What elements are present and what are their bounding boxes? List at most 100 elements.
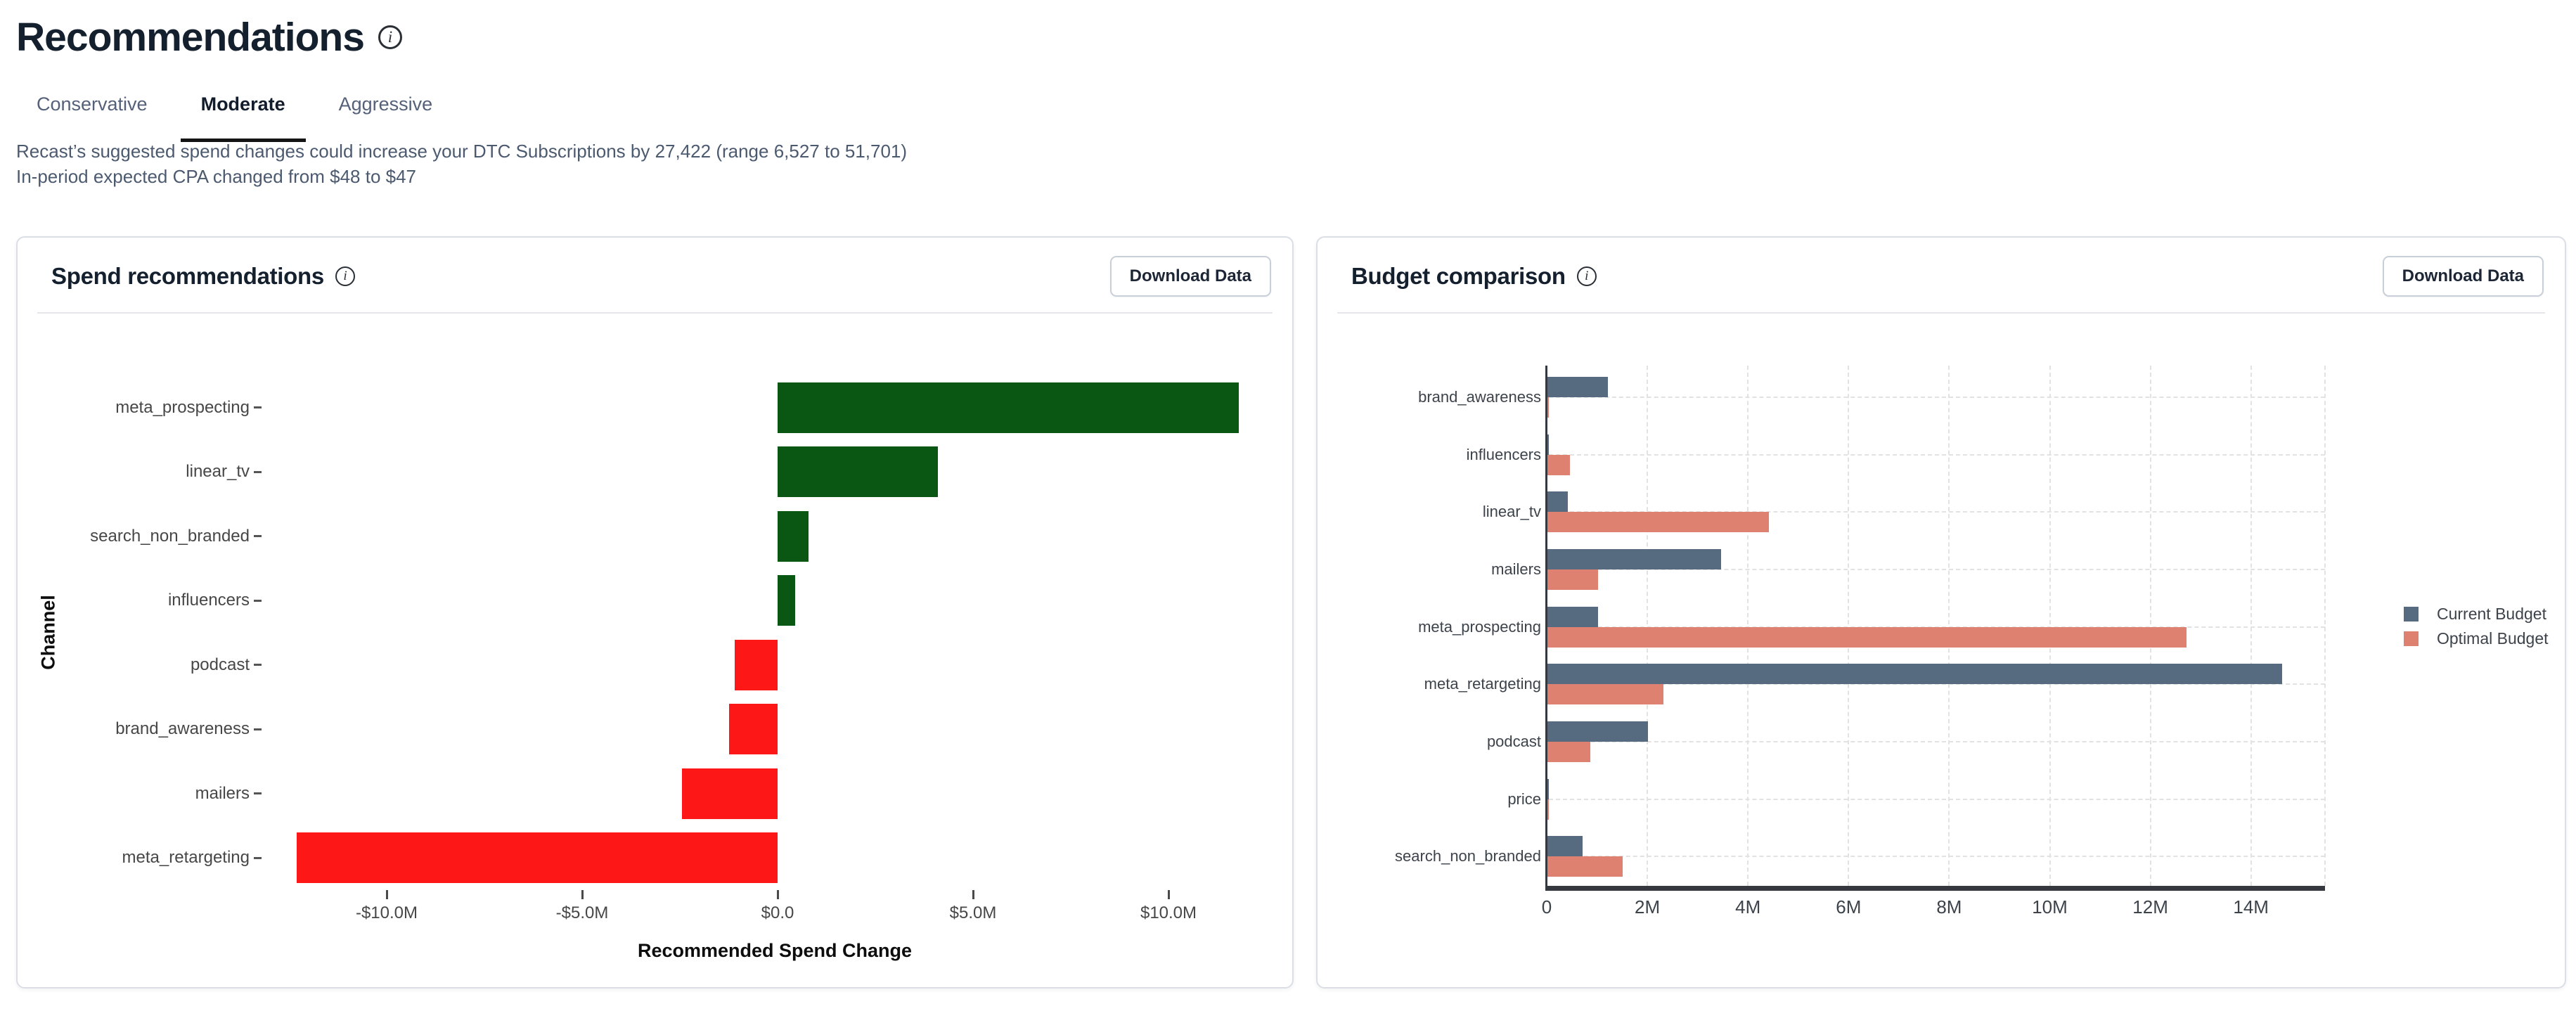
x-axis-title: Recommended Spend Change [637, 940, 913, 961]
xtick-8M: 8M [1936, 896, 1962, 917]
ytick-meta_prospecting: meta_prospecting [115, 397, 250, 417]
bar-influencers-current[interactable] [1547, 434, 1550, 455]
card-title: Spend recommendations [51, 263, 324, 289]
divider [1337, 312, 2545, 314]
bar-mailers-optimal[interactable] [1547, 569, 1598, 590]
legend-swatch [2404, 631, 2419, 646]
legend-label: Optimal Budget [2437, 629, 2549, 648]
bar-brand_awareness-optimal[interactable] [1547, 397, 1550, 418]
tab-moderate[interactable]: Moderate [180, 94, 306, 142]
bar-brand_awareness[interactable] [728, 704, 778, 755]
bar-mailers-current[interactable] [1547, 548, 1721, 569]
ytick-mailers: mailers [1491, 560, 1541, 578]
bar-price-current[interactable] [1547, 778, 1550, 799]
bar-search_non_branded-optimal[interactable] [1547, 856, 1623, 877]
xtick-12M: 12M [2132, 896, 2168, 917]
gridline-vertical [1948, 366, 1950, 886]
xtick-$10.0M: $10.0M [1140, 903, 1197, 922]
bar-podcast-current[interactable] [1547, 721, 1649, 742]
gridline-vertical [2250, 366, 2252, 886]
bar-search_non_branded[interactable] [778, 510, 809, 562]
ytick-mark [254, 470, 262, 473]
xtick-2M: 2M [1635, 896, 1661, 917]
ytick-meta_retargeting: meta_retargeting [122, 848, 250, 868]
bar-meta_retargeting-current[interactable] [1547, 664, 2282, 685]
bar-search_non_branded-current[interactable] [1547, 836, 1583, 857]
gridline-horizontal [1549, 568, 2325, 570]
page-title: Recommendations [16, 15, 365, 60]
ytick-brand_awareness: brand_awareness [1418, 387, 1541, 406]
gridline-horizontal [1549, 396, 2325, 398]
bar-meta_prospecting-current[interactable] [1547, 606, 1598, 627]
gridline-vertical [2049, 366, 2051, 886]
ytick-brand_awareness: brand_awareness [115, 719, 250, 739]
ytick-mark [254, 728, 262, 730]
bar-linear_tv-optimal[interactable] [1547, 512, 1769, 533]
legend-label: Current Budget [2437, 605, 2546, 623]
download-data-button[interactable]: Download Data [2382, 256, 2544, 297]
xtick-mark [385, 890, 388, 899]
xtick-$5.0M: $5.0M [949, 903, 997, 922]
y-axis-title: Channel [37, 595, 59, 670]
gridline-horizontal [1549, 856, 2325, 858]
xtick-mark [972, 890, 974, 899]
gridline-vertical [1747, 366, 1749, 886]
ytick-mark [254, 792, 262, 795]
bar-meta_prospecting[interactable] [778, 382, 1239, 433]
ytick-influencers: influencers [167, 591, 250, 610]
bar-linear_tv-current[interactable] [1547, 491, 1568, 513]
summary-line-2: In-period expected CPA changed from $48 … [16, 166, 417, 187]
legend-item-optimal-budget[interactable]: Optimal Budget [2404, 629, 2549, 648]
spend-recommendations-chart: meta_prospecting linear_tv search_non_bran… [18, 238, 1292, 987]
summary-line-1: Recast’s suggested spend changes could i… [16, 141, 908, 162]
budget-comparison-card: Budget comparison i Download Data brand_… [1316, 236, 2566, 989]
legend-item-current-budget[interactable]: Current Budget [2404, 605, 2546, 623]
tab-conservative[interactable]: Conservative [37, 94, 148, 115]
bar-podcast[interactable] [734, 639, 778, 690]
ytick-podcast: podcast [190, 655, 250, 674]
xtick--$10.0M: -$10.0M [355, 903, 418, 922]
gridline-horizontal [1549, 798, 2325, 800]
spend-recommendations-card: Spend recommendations i Download Data me… [16, 236, 1294, 989]
info-icon[interactable]: i [1576, 266, 1597, 286]
bar-brand_awareness-current[interactable] [1547, 376, 1608, 397]
bar-mailers[interactable] [681, 768, 778, 819]
ytick-linear_tv: linear_tv [1482, 503, 1541, 521]
bar-podcast-optimal[interactable] [1547, 742, 1590, 763]
card-title: Budget comparison [1351, 263, 1566, 289]
info-icon[interactable]: i [378, 25, 402, 49]
bar-influencers-optimal[interactable] [1547, 454, 1571, 475]
xtick-10M: 10M [2032, 896, 2068, 917]
ytick-meta_prospecting: meta_prospecting [1418, 617, 1541, 636]
ytick-linear_tv: linear_tv [186, 462, 250, 482]
bar-price-optimal[interactable] [1547, 799, 1549, 820]
xtick-mark [581, 890, 584, 899]
xtick-14M: 14M [2233, 896, 2269, 917]
bar-meta_prospecting-optimal[interactable] [1547, 626, 2187, 648]
ytick-mark [254, 406, 262, 409]
header: Recommendations i [16, 14, 402, 60]
legend-swatch [2404, 606, 2419, 622]
info-icon[interactable]: i [335, 266, 355, 286]
ytick-mailers: mailers [195, 783, 250, 803]
ytick-influencers: influencers [1466, 445, 1541, 463]
gridline-horizontal [1549, 453, 2325, 456]
gridline-vertical [1647, 366, 1649, 886]
bar-meta_retargeting-optimal[interactable] [1547, 684, 1663, 705]
ytick-podcast: podcast [1486, 733, 1541, 751]
xtick-4M: 4M [1735, 896, 1761, 917]
xtick-$0.0: $0.0 [761, 903, 794, 922]
gridline-horizontal [1549, 511, 2325, 513]
ytick-price: price [1507, 790, 1541, 808]
ytick-mark [254, 856, 262, 859]
tab-aggressive[interactable]: Aggressive [338, 94, 433, 115]
bar-influencers[interactable] [778, 575, 796, 626]
divider [37, 312, 1273, 314]
card-header: Spend recommendations i [51, 263, 355, 290]
scenario-tabs: Conservative Moderate Aggressive [16, 94, 453, 142]
ytick-mark [254, 535, 262, 538]
bar-linear_tv[interactable] [778, 446, 938, 498]
download-data-button[interactable]: Download Data [1109, 256, 1271, 297]
bar-meta_retargeting[interactable] [297, 832, 778, 884]
